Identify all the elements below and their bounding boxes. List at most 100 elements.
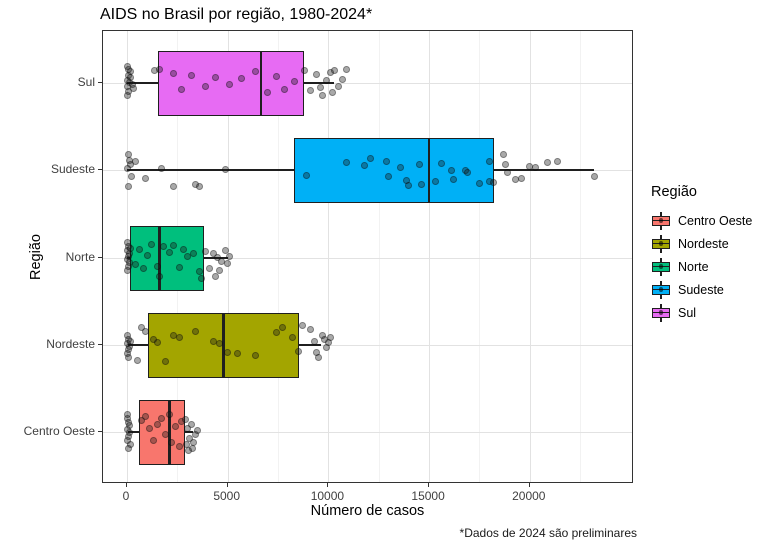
whisker-high-sudeste: [493, 169, 595, 171]
jitter-point: [367, 154, 375, 162]
jitter-point: [202, 247, 210, 255]
jitter-point: [300, 66, 308, 74]
jitter-point: [385, 172, 393, 180]
boxplot-key-icon: [651, 234, 671, 254]
jitter-point: [518, 174, 526, 182]
jitter-point: [141, 412, 149, 420]
median-line-sul: [259, 50, 263, 116]
jitter-point: [330, 66, 338, 74]
jitter-point: [322, 343, 330, 351]
jitter-point: [185, 434, 193, 442]
jitter-point: [500, 150, 508, 158]
whisker-low-nordeste: [128, 344, 149, 346]
jitter-point: [504, 168, 512, 176]
whisker-low-sudeste: [127, 169, 295, 171]
jitter-point: [155, 272, 163, 280]
whisker-high-sul: [304, 82, 335, 84]
jitter-point: [544, 158, 552, 166]
median-line-sudeste: [427, 137, 431, 203]
jitter-point: [153, 262, 161, 270]
jitter-point: [334, 82, 342, 90]
gridline-horizontal: [103, 432, 632, 433]
y-tick: [98, 257, 102, 258]
jitter-point: [216, 266, 224, 274]
jitter-point: [222, 165, 230, 173]
y-tick: [98, 82, 102, 83]
jitter-point: [124, 266, 132, 274]
y-tick-label: Norte: [65, 250, 95, 264]
jitter-point: [161, 430, 169, 438]
jitter-point: [288, 333, 296, 341]
boxplot-key-icon: [651, 303, 671, 323]
legend: Região Centro Oeste Nordeste Norte Sudeste S…: [651, 184, 752, 324]
jitter-point: [126, 337, 134, 345]
jitter-point: [147, 240, 155, 248]
jitter-point: [181, 415, 189, 423]
jitter-point: [135, 245, 143, 253]
jitter-point: [272, 72, 280, 80]
jitter-point: [463, 168, 471, 176]
jitter-point: [124, 65, 132, 73]
jitter-point: [290, 77, 298, 85]
legend-item-sul: Sul: [651, 301, 752, 324]
whisker-high-centro-oeste: [185, 431, 194, 433]
jitter-point: [234, 349, 242, 357]
jitter-point: [322, 76, 330, 84]
gridline-major: [429, 31, 431, 482]
gridline-minor: [580, 31, 582, 482]
jitter-point: [238, 74, 246, 82]
jitter-point: [417, 180, 425, 188]
jitter-point: [155, 65, 163, 73]
gridline-horizontal: [103, 83, 632, 84]
footnote-caption: *Dados de 2024 são preliminares: [459, 526, 637, 540]
jitter-point: [179, 245, 187, 253]
whisker-low-sul: [127, 82, 159, 84]
gridline-major: [328, 31, 330, 482]
jitter-point: [490, 178, 498, 186]
jitter-point: [212, 73, 220, 81]
jitter-point: [137, 416, 145, 424]
jitter-point: [318, 91, 326, 99]
jitter-point: [590, 172, 598, 180]
legend-item-sudeste: Sudeste: [651, 278, 752, 301]
boxplot-box-norte: [130, 225, 204, 291]
jitter-point: [361, 161, 369, 169]
whisker-high-nordeste: [299, 344, 322, 346]
y-tick-label: Nordeste: [46, 337, 95, 351]
y-tick-label: Centro Oeste: [23, 424, 95, 438]
jitter-point: [184, 446, 192, 454]
jitter-point: [554, 157, 562, 165]
jitter-point: [206, 264, 214, 272]
jitter-point: [214, 253, 222, 261]
jitter-point: [316, 83, 324, 91]
legend-item-label: Sul: [678, 305, 697, 320]
median-line-centro-oeste: [167, 399, 171, 465]
jitter-point: [193, 426, 201, 434]
gridline-horizontal: [103, 345, 632, 346]
jitter-point: [125, 353, 133, 361]
jitter-point: [153, 338, 161, 346]
jitter-point: [145, 424, 153, 432]
x-tick: [126, 483, 127, 487]
jitter-point: [226, 80, 234, 88]
jitter-point: [306, 86, 314, 94]
jitter-point: [169, 69, 177, 77]
jitter-point: [183, 424, 191, 432]
boxplot-key-icon: [651, 257, 671, 277]
legend-item-centro-oeste: Centro Oeste: [651, 209, 752, 232]
jitter-point: [294, 347, 302, 355]
jitter-point: [278, 323, 286, 331]
jitter-point: [437, 159, 445, 167]
x-tick: [226, 483, 228, 487]
median-line-nordeste: [222, 312, 225, 378]
jitter-point: [177, 85, 185, 93]
jitter-point: [157, 414, 165, 422]
jitter-point: [216, 339, 224, 347]
y-tick-label: Sudeste: [50, 162, 95, 176]
jitter-point: [165, 410, 173, 418]
jitter-point: [302, 171, 310, 179]
plot-panel: [102, 30, 633, 483]
jitter-point: [343, 65, 351, 73]
plot-title: AIDS no Brasil por região, 1980-2024*: [100, 6, 373, 23]
jitter-point: [124, 164, 132, 172]
